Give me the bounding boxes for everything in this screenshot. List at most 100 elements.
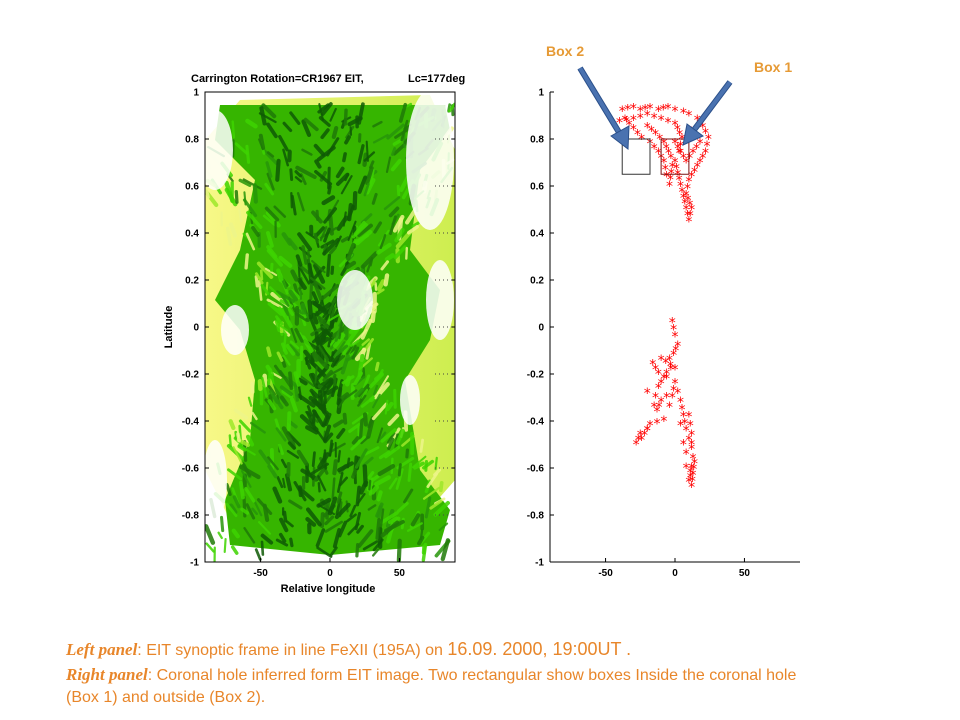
caption-date: 16.09. 2000, 19:00UT . xyxy=(447,639,632,659)
texture-stroke xyxy=(231,120,236,139)
texture-stroke xyxy=(264,182,275,196)
point-marker: * xyxy=(694,160,701,176)
texture-stroke xyxy=(233,408,249,420)
texture-stroke xyxy=(438,480,444,493)
texture-stroke xyxy=(390,158,402,172)
point-marker: * xyxy=(660,137,667,153)
x-tick-label: 0 xyxy=(672,568,678,579)
texture-stroke xyxy=(273,205,287,218)
point-marker: * xyxy=(644,386,651,402)
texture-stroke xyxy=(367,504,377,511)
point-marker: * xyxy=(677,146,684,162)
texture-stroke xyxy=(340,392,350,400)
texture-stroke xyxy=(245,503,256,520)
point-marker: * xyxy=(677,395,684,411)
texture-stroke xyxy=(342,211,347,227)
point-marker: * xyxy=(670,383,677,399)
texture-stroke xyxy=(373,384,379,396)
point-marker: * xyxy=(685,174,692,190)
y-tick-label: -0.6 xyxy=(182,464,200,475)
texture-stroke xyxy=(238,419,252,433)
texture-stroke xyxy=(285,343,296,356)
texture-stroke xyxy=(286,411,292,432)
point-marker: * xyxy=(705,132,712,148)
texture-stroke xyxy=(278,255,293,268)
texture-stroke xyxy=(370,278,377,288)
texture-stroke xyxy=(365,178,376,195)
texture-stroke xyxy=(318,404,331,420)
point-marker: * xyxy=(653,405,660,421)
texture-stroke xyxy=(330,351,342,368)
point-marker: * xyxy=(655,104,662,120)
texture-stroke xyxy=(376,288,385,295)
texture-stroke xyxy=(372,393,381,409)
point-marker: * xyxy=(647,101,654,117)
texture-stroke xyxy=(260,540,265,556)
point-marker: * xyxy=(644,423,651,439)
point-marker: * xyxy=(665,116,672,132)
point-marker: * xyxy=(666,179,673,195)
point-marker: * xyxy=(672,137,679,153)
texture-stroke xyxy=(241,470,252,488)
texture-stroke xyxy=(315,209,320,221)
texture-stroke xyxy=(296,192,305,212)
texture-stroke xyxy=(245,232,256,251)
texture-stroke xyxy=(329,107,337,122)
texture-stroke xyxy=(340,175,353,195)
left-xlabel: Relative longitude xyxy=(281,583,376,595)
texture-stroke xyxy=(353,371,363,386)
point-marker: * xyxy=(670,348,677,364)
texture-stroke xyxy=(258,133,266,150)
texture-stroke xyxy=(347,202,353,222)
point-marker: * xyxy=(630,123,637,139)
texture-stroke xyxy=(332,333,346,348)
texture-stroke xyxy=(429,499,443,510)
texture-stroke xyxy=(205,524,216,545)
point-marker: * xyxy=(669,391,676,407)
point-marker: * xyxy=(644,423,651,439)
texture-stroke xyxy=(223,537,227,553)
point-marker: * xyxy=(683,447,690,463)
texture-stroke xyxy=(345,125,355,139)
point-marker: * xyxy=(688,480,695,496)
point-marker: * xyxy=(677,139,684,155)
texture-stroke xyxy=(360,251,379,269)
point-marker: * xyxy=(680,191,687,207)
texture-stroke xyxy=(310,323,329,337)
texture-stroke xyxy=(386,123,405,140)
texture-stroke xyxy=(312,409,325,427)
point-marker: * xyxy=(681,416,688,432)
point-marker: * xyxy=(619,104,626,120)
texture-stroke xyxy=(333,376,337,387)
texture-stroke xyxy=(228,222,238,238)
point-marker: * xyxy=(637,428,644,444)
texture-stroke xyxy=(403,488,414,504)
texture-stroke xyxy=(317,475,327,492)
texture-stroke xyxy=(297,377,308,386)
texture-stroke xyxy=(434,456,438,471)
y-tick-label: -0.2 xyxy=(527,370,545,381)
texture-stroke xyxy=(254,275,259,288)
right-panel: 1 0.8 0.6 0.4 0.2 0 -0.2 -0.4 -0.6 -0.8 -1 -50 0 50 *… xyxy=(527,43,800,579)
texture-stroke xyxy=(358,417,364,440)
texture-stroke xyxy=(388,206,400,218)
left-axis-ticks: 1 0.8 0.6 0.4 0.2 0 -0.2 -0.4 -0.6 -0.8 -1 -50 0 50 xyxy=(182,88,455,579)
texture-stroke xyxy=(205,183,210,199)
texture-stroke xyxy=(260,284,270,296)
texture-stroke xyxy=(329,546,338,557)
point-marker: * xyxy=(663,141,670,157)
texture-stroke xyxy=(281,232,293,246)
texture-stroke xyxy=(237,444,247,452)
texture-stroke xyxy=(386,431,396,444)
coronal-hole-points: * * * * * * * ************************** * * * ****… xyxy=(616,101,712,495)
texture-stroke xyxy=(289,537,294,548)
point-marker: * xyxy=(633,438,640,454)
point-marker: * xyxy=(697,156,704,172)
texture-stroke xyxy=(319,379,332,394)
texture-stroke xyxy=(398,102,408,123)
texture-stroke xyxy=(371,402,388,421)
texture-stroke xyxy=(285,473,293,492)
texture-stroke xyxy=(265,161,273,178)
point-marker: * xyxy=(655,367,662,383)
